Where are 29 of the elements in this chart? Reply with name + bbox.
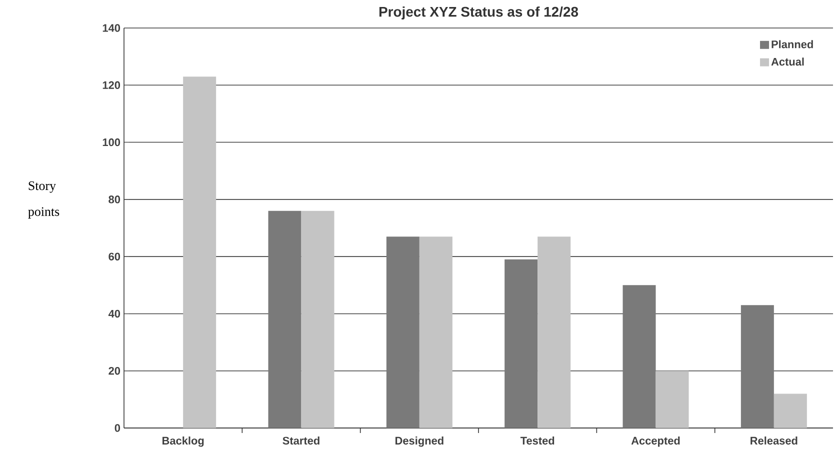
bar	[656, 370, 689, 428]
y-tick-label: 120	[102, 81, 120, 90]
bar	[268, 210, 302, 428]
bar	[301, 210, 334, 428]
y-tick-label: 60	[108, 252, 120, 260]
y-tick-label: 80	[108, 196, 120, 204]
chart-title: Project XYZ Status as of 12/28	[379, 6, 578, 20]
y-tick-label: 20	[108, 366, 120, 375]
legend-label: Actual	[771, 58, 804, 66]
bar	[622, 285, 656, 428]
y-tick-label: 40	[108, 310, 120, 318]
bar	[504, 259, 538, 428]
x-tick-label: Accepted	[631, 436, 680, 447]
x-tick-label: Designed	[395, 436, 444, 447]
bar	[386, 236, 420, 428]
bar	[419, 236, 452, 428]
y-tick-label: 140	[102, 24, 120, 32]
x-tick-label: Released	[750, 436, 798, 445]
x-tick-label: Started	[282, 436, 320, 445]
bar	[538, 236, 571, 428]
bar	[740, 305, 774, 428]
x-tick-label: Tested	[520, 436, 554, 445]
x-tick-label: Backlog	[162, 436, 204, 447]
y-tick-label: 100	[102, 138, 120, 146]
y-axis-title: Story points	[28, 181, 60, 219]
legend-label: Planned	[772, 40, 813, 48]
bar	[774, 394, 807, 428]
bar	[183, 76, 216, 428]
y-tick-label: 0	[114, 424, 120, 432]
